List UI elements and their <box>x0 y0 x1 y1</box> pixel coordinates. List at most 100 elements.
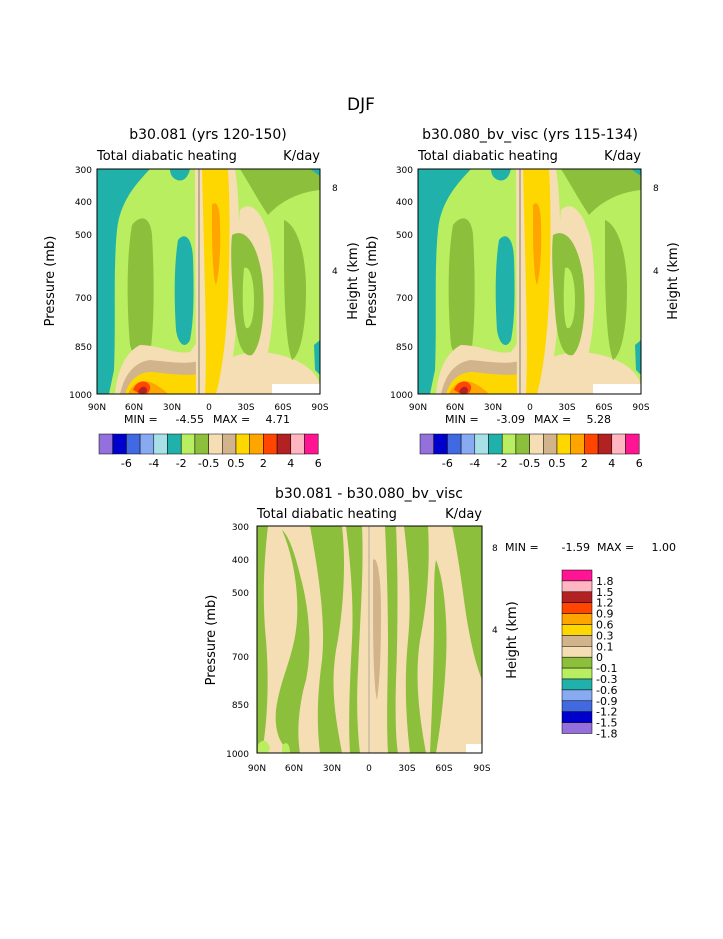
panel-2-xtick-30s: 30S <box>558 403 575 413</box>
panel-2-xtick-60s: 60S <box>595 403 612 413</box>
diff-colorbar-swatch <box>561 722 593 734</box>
panel-3-fill-green-band-4 <box>385 526 398 753</box>
panel-3-xtick-60s: 60S <box>435 764 452 774</box>
panel-2-ytick-300: 300 <box>396 166 413 176</box>
panel-3-fill-ltgreen-sw2 <box>282 743 290 753</box>
panel-2-fill-teal-ne <box>631 169 641 176</box>
panel-2-fill-orange-core <box>533 203 542 285</box>
diff-colorbar-label: 1.2 <box>596 597 614 610</box>
panel-3-contour-field <box>257 526 482 753</box>
colorbar-swatch <box>153 433 168 455</box>
colorbar-swatch <box>180 433 196 455</box>
panel-1-ylabel: Pressure (mb) <box>43 236 58 327</box>
panel-1-x-ticks: 90N 60N 30N 0 30S 60S 90S <box>88 403 329 413</box>
panel-1-fill-orange-core <box>212 203 221 285</box>
panel-2: b30.080_bv_visc (yrs 115-134) Total diab… <box>365 127 681 470</box>
panel-1-fill-green-arc <box>240 169 320 215</box>
panel-2-fill-ltgreen-east <box>563 267 575 329</box>
panel-1-fill-teal-west <box>97 169 150 394</box>
colorbar-label: 0.5 <box>548 457 566 470</box>
panel-3-xtick-30n: 30N <box>323 764 341 774</box>
colorbar-swatch <box>222 433 237 455</box>
panel-3-xtick-90s: 90S <box>473 764 490 774</box>
colorbar-label: 4 <box>287 457 294 470</box>
panel-2-contour-field <box>418 169 641 394</box>
diff-colorbar-label: 0.9 <box>596 608 614 621</box>
panel-2-y2tick-8: 8 <box>653 184 659 194</box>
panel-2-ytick-700: 700 <box>396 294 413 304</box>
panel-2-y-ticks: 300 400 500 700 850 1000 8 4 <box>390 166 659 401</box>
panel-1-fill-teal-column <box>174 236 194 345</box>
colorbar-swatch <box>235 433 250 455</box>
panel-1-contour-field <box>97 169 320 394</box>
colorbar-label: 2 <box>260 457 267 470</box>
diff-colorbar-swatch <box>561 580 593 593</box>
panel-3-fill-green-band-5 <box>404 526 429 753</box>
panel-3-xtick-0: 0 <box>366 764 372 774</box>
panel-2-fill-tan-east-lower <box>541 352 641 394</box>
panel-2-fill-teal-column <box>495 236 515 345</box>
panel-3-x-ticks: 90N 60N 30N 0 30S 60S 90S <box>248 764 491 774</box>
panel-2-fill-darkred-blob <box>459 386 468 394</box>
colorbar-swatch <box>570 433 585 455</box>
panel-3-fill-green-band-1 <box>275 530 310 753</box>
panel-2-xtick-90s: 90S <box>632 403 649 413</box>
colorbar-swatch <box>139 433 155 455</box>
panel-2-ytick-1000: 1000 <box>390 391 413 401</box>
panel-3-ytick-700: 700 <box>232 653 249 663</box>
panel-1-xtick-90s: 90S <box>311 403 328 413</box>
colorbar-swatch <box>474 433 489 455</box>
panel-3-title: b30.081 - b30.080_bv_visc <box>275 486 463 502</box>
panel-1-frame <box>96 168 321 395</box>
panel-1-xtick-30s: 30S <box>237 403 254 413</box>
panel-1-xtick-30n: 30N <box>163 403 181 413</box>
diff-colorbar-label: 1.8 <box>596 575 614 588</box>
panel-1-ytick-500: 500 <box>75 231 92 241</box>
colorbar-swatch <box>529 433 544 455</box>
panel-3-fill-ltgreen-sw <box>258 740 270 753</box>
colorbar-swatch <box>263 433 278 455</box>
colorbar-label: -6 <box>442 457 453 470</box>
panel-1-ytick-400: 400 <box>75 198 92 208</box>
panel-3-frame <box>256 525 483 754</box>
diff-colorbar-label: -0.6 <box>596 684 617 697</box>
diff-colorbar-label: 1.5 <box>596 586 614 599</box>
panel-3-y2tick-8: 8 <box>492 544 498 554</box>
panel-2-y2tick-4: 4 <box>653 267 659 277</box>
panel-2-min-value: -3.09 <box>497 413 525 426</box>
panel-2-fill-teal-top <box>491 169 511 181</box>
panel-2-x-ticks: 90N 60N 30N 0 30S 60S 90S <box>409 403 650 413</box>
diff-colorbar-label: 0.3 <box>596 629 614 642</box>
colorbar-swatch <box>501 433 517 455</box>
panel-3-fill-green-west <box>257 526 268 753</box>
panel-1-fill-darkred-blob <box>138 386 147 394</box>
panel-2-y2label: Height (km) <box>666 242 681 319</box>
panel-2-minmax: MIN = -3.09 MAX = 5.28 <box>445 413 611 426</box>
colorbar-swatch <box>460 433 476 455</box>
panel-1-colorbar: -6 -4 -2 -0.5 0.5 2 4 6 <box>98 433 322 470</box>
diff-colorbar-swatch <box>561 646 593 658</box>
colorbar-swatch <box>543 433 558 455</box>
panel-2-fill-teal-west <box>418 169 471 394</box>
panel-2-fill-green-east-edge <box>605 220 627 360</box>
panel-1-xtick-90n: 90N <box>88 403 106 413</box>
panel-3-y2label: Height (km) <box>505 601 520 678</box>
colorbar-swatch <box>433 433 448 455</box>
panel-1-field: Total diabatic heating <box>96 149 237 164</box>
panel-1-ytick-1000: 1000 <box>69 391 92 401</box>
colorbar-label: 6 <box>315 457 322 470</box>
panel-1-min-value: -4.55 <box>176 413 204 426</box>
diff-colorbar-swatch <box>561 613 593 625</box>
panel-1-xtick-60n: 60N <box>125 403 143 413</box>
colorbar-label: 6 <box>636 457 643 470</box>
panel-1-fill-ltgreen-east <box>242 267 254 329</box>
panel-2-fill-teal-se <box>635 340 641 375</box>
diff-colorbar-label: -0.3 <box>596 673 617 686</box>
colorbar-swatch <box>208 433 223 455</box>
panel-3-min-value: -1.59 <box>562 541 590 554</box>
colorbar-label: -0.5 <box>198 457 219 470</box>
panel-1-fill-teal-se <box>314 340 320 375</box>
diff-colorbar-swatch <box>561 689 593 702</box>
panel-1-y2label: Height (km) <box>346 242 361 319</box>
diff-colorbar-swatch <box>561 678 593 691</box>
